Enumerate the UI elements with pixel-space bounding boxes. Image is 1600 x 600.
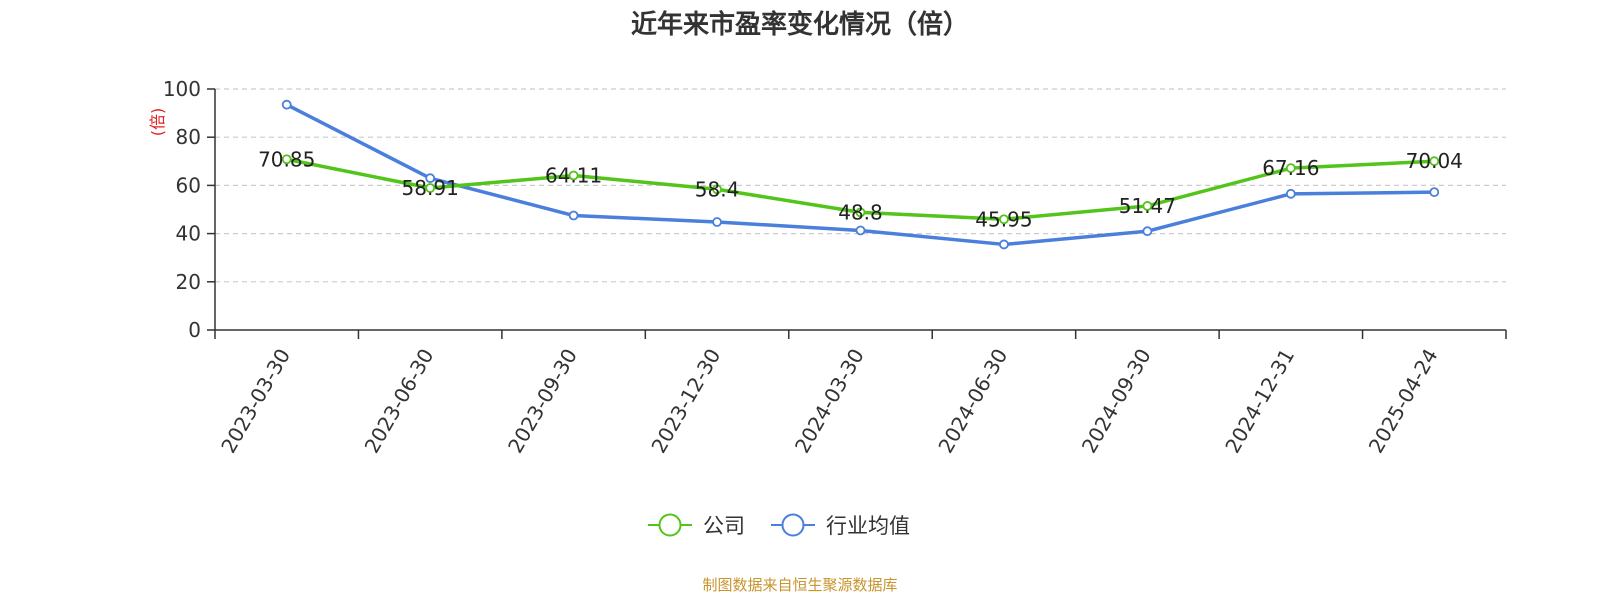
data-label: 48.8 [838, 200, 883, 224]
y-tick-label: 0 [188, 318, 201, 342]
data-label: 67.16 [1262, 156, 1319, 180]
data-point [855, 207, 866, 218]
legend-marker [658, 513, 682, 537]
series-lines [281, 99, 1440, 250]
y-tick-label: 20 [176, 270, 201, 294]
x-tick-label: 2024-06-30 [933, 345, 1012, 458]
data-point [712, 217, 722, 227]
data-point [1285, 163, 1296, 174]
data-label: 51.47 [1119, 194, 1176, 218]
data-point [855, 225, 866, 236]
data-point [1142, 201, 1153, 211]
x-tick-label: 2023-06-30 [360, 344, 439, 457]
chart-title: 近年来市盈率变化情况（倍） [631, 9, 969, 40]
data-point [568, 210, 579, 221]
data-point [425, 173, 436, 184]
data-labels: 70.85 58.91 64.11 58.4 48.8 45.95 51.47 67.16 70… [258, 147, 1463, 231]
legend-marker [781, 513, 805, 537]
y-tick-label: 80 [176, 125, 201, 149]
data-point [999, 239, 1009, 250]
x-tick-label: 2023-09-30 [503, 345, 582, 458]
data-point [568, 170, 579, 181]
data-point [425, 183, 436, 193]
x-tick-label: 2023-03-30 [216, 345, 295, 458]
grid-lines [215, 88, 1506, 283]
legend-label: 公司 [703, 514, 745, 538]
data-point [1429, 156, 1440, 167]
y-tick-label: 40 [176, 222, 201, 246]
legend-label: 行业均值 [826, 514, 910, 538]
data-point [1142, 226, 1153, 237]
data-label: 64.11 [545, 163, 602, 187]
x-tick-label: 2024-09-30 [1077, 345, 1156, 458]
data-point [999, 214, 1009, 225]
y-tick-label: 100 [163, 77, 201, 101]
x-tick-label: 2023-12-30 [646, 345, 725, 458]
data-label: 45.95 [975, 207, 1032, 231]
legend[interactable]: 公司 行业均值 [648, 513, 910, 538]
y-tick-label: 60 [176, 173, 201, 197]
data-point [1429, 187, 1440, 198]
data-label: 70.04 [1406, 149, 1463, 173]
source-note: 制图数据来自恒生聚源数据库 [702, 576, 897, 594]
x-tick-label: 2024-03-30 [790, 345, 869, 458]
axes: 0 20 40 60 80 100 2023-03-30 2023-06-30 2023-09-… [163, 77, 1507, 458]
y-axis-label: (倍) [148, 108, 167, 137]
data-point [712, 184, 722, 195]
data-label: 70.85 [258, 147, 315, 171]
x-tick-label: 2024-12-31 [1220, 345, 1299, 458]
data-label: 58.91 [402, 176, 459, 200]
data-point [1285, 188, 1296, 199]
data-point [281, 154, 292, 165]
legend-item-1[interactable]: 行业均值 [771, 513, 910, 538]
data-label: 58.4 [695, 177, 740, 201]
x-tick-label: 2025-04-24 [1364, 345, 1443, 458]
data-point [281, 99, 292, 110]
legend-item-0[interactable]: 公司 [648, 513, 745, 538]
